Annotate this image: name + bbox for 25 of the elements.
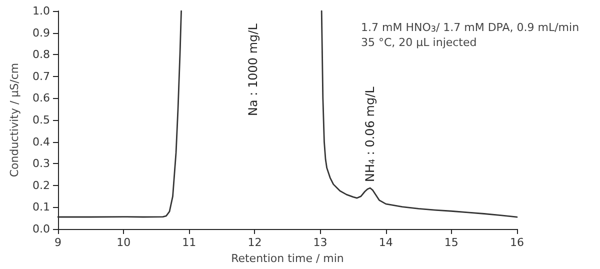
y-tick-label: 0.6	[32, 92, 50, 105]
y-tick-label: 0.1	[32, 200, 50, 214]
y-tick-label: 0.7	[32, 70, 50, 83]
y-tick-label: 0.8	[32, 48, 50, 62]
x-tick-label: 10	[116, 236, 131, 249]
y-tick-label: 1.0	[32, 4, 50, 18]
x-tick-label: 12	[248, 236, 262, 249]
x-tick-label: 9	[54, 236, 62, 249]
x-axis-title: Retention time / min	[231, 252, 344, 265]
annotation: 1.7 mM HNO3/ 1.7 mM DPA, 0.9 mL/min	[361, 21, 580, 34]
x-tick-label: 13	[313, 236, 328, 249]
x-tick-label: 11	[182, 236, 196, 249]
x-tick-label: 14	[378, 236, 393, 249]
x-tick-label: 16	[510, 236, 524, 249]
annotation: Na : 1000 mg/L	[246, 23, 260, 116]
annotation: 35 °C, 20 µL injected	[361, 36, 477, 49]
y-tick-label: 0.2	[32, 178, 50, 192]
y-tick-label: 0.3	[32, 157, 50, 170]
x-tick-label: 15	[444, 236, 458, 249]
y-axis-title: Conductivity / µS/cm	[8, 62, 21, 178]
y-tick-label: 0.9	[32, 26, 50, 40]
annotation: NH4 : 0.06 mg/L	[363, 86, 378, 182]
y-tick-label: 0.4	[32, 135, 50, 148]
y-tick-label: 0.5	[32, 114, 50, 126]
y-tick-label: 0.0	[32, 222, 50, 236]
